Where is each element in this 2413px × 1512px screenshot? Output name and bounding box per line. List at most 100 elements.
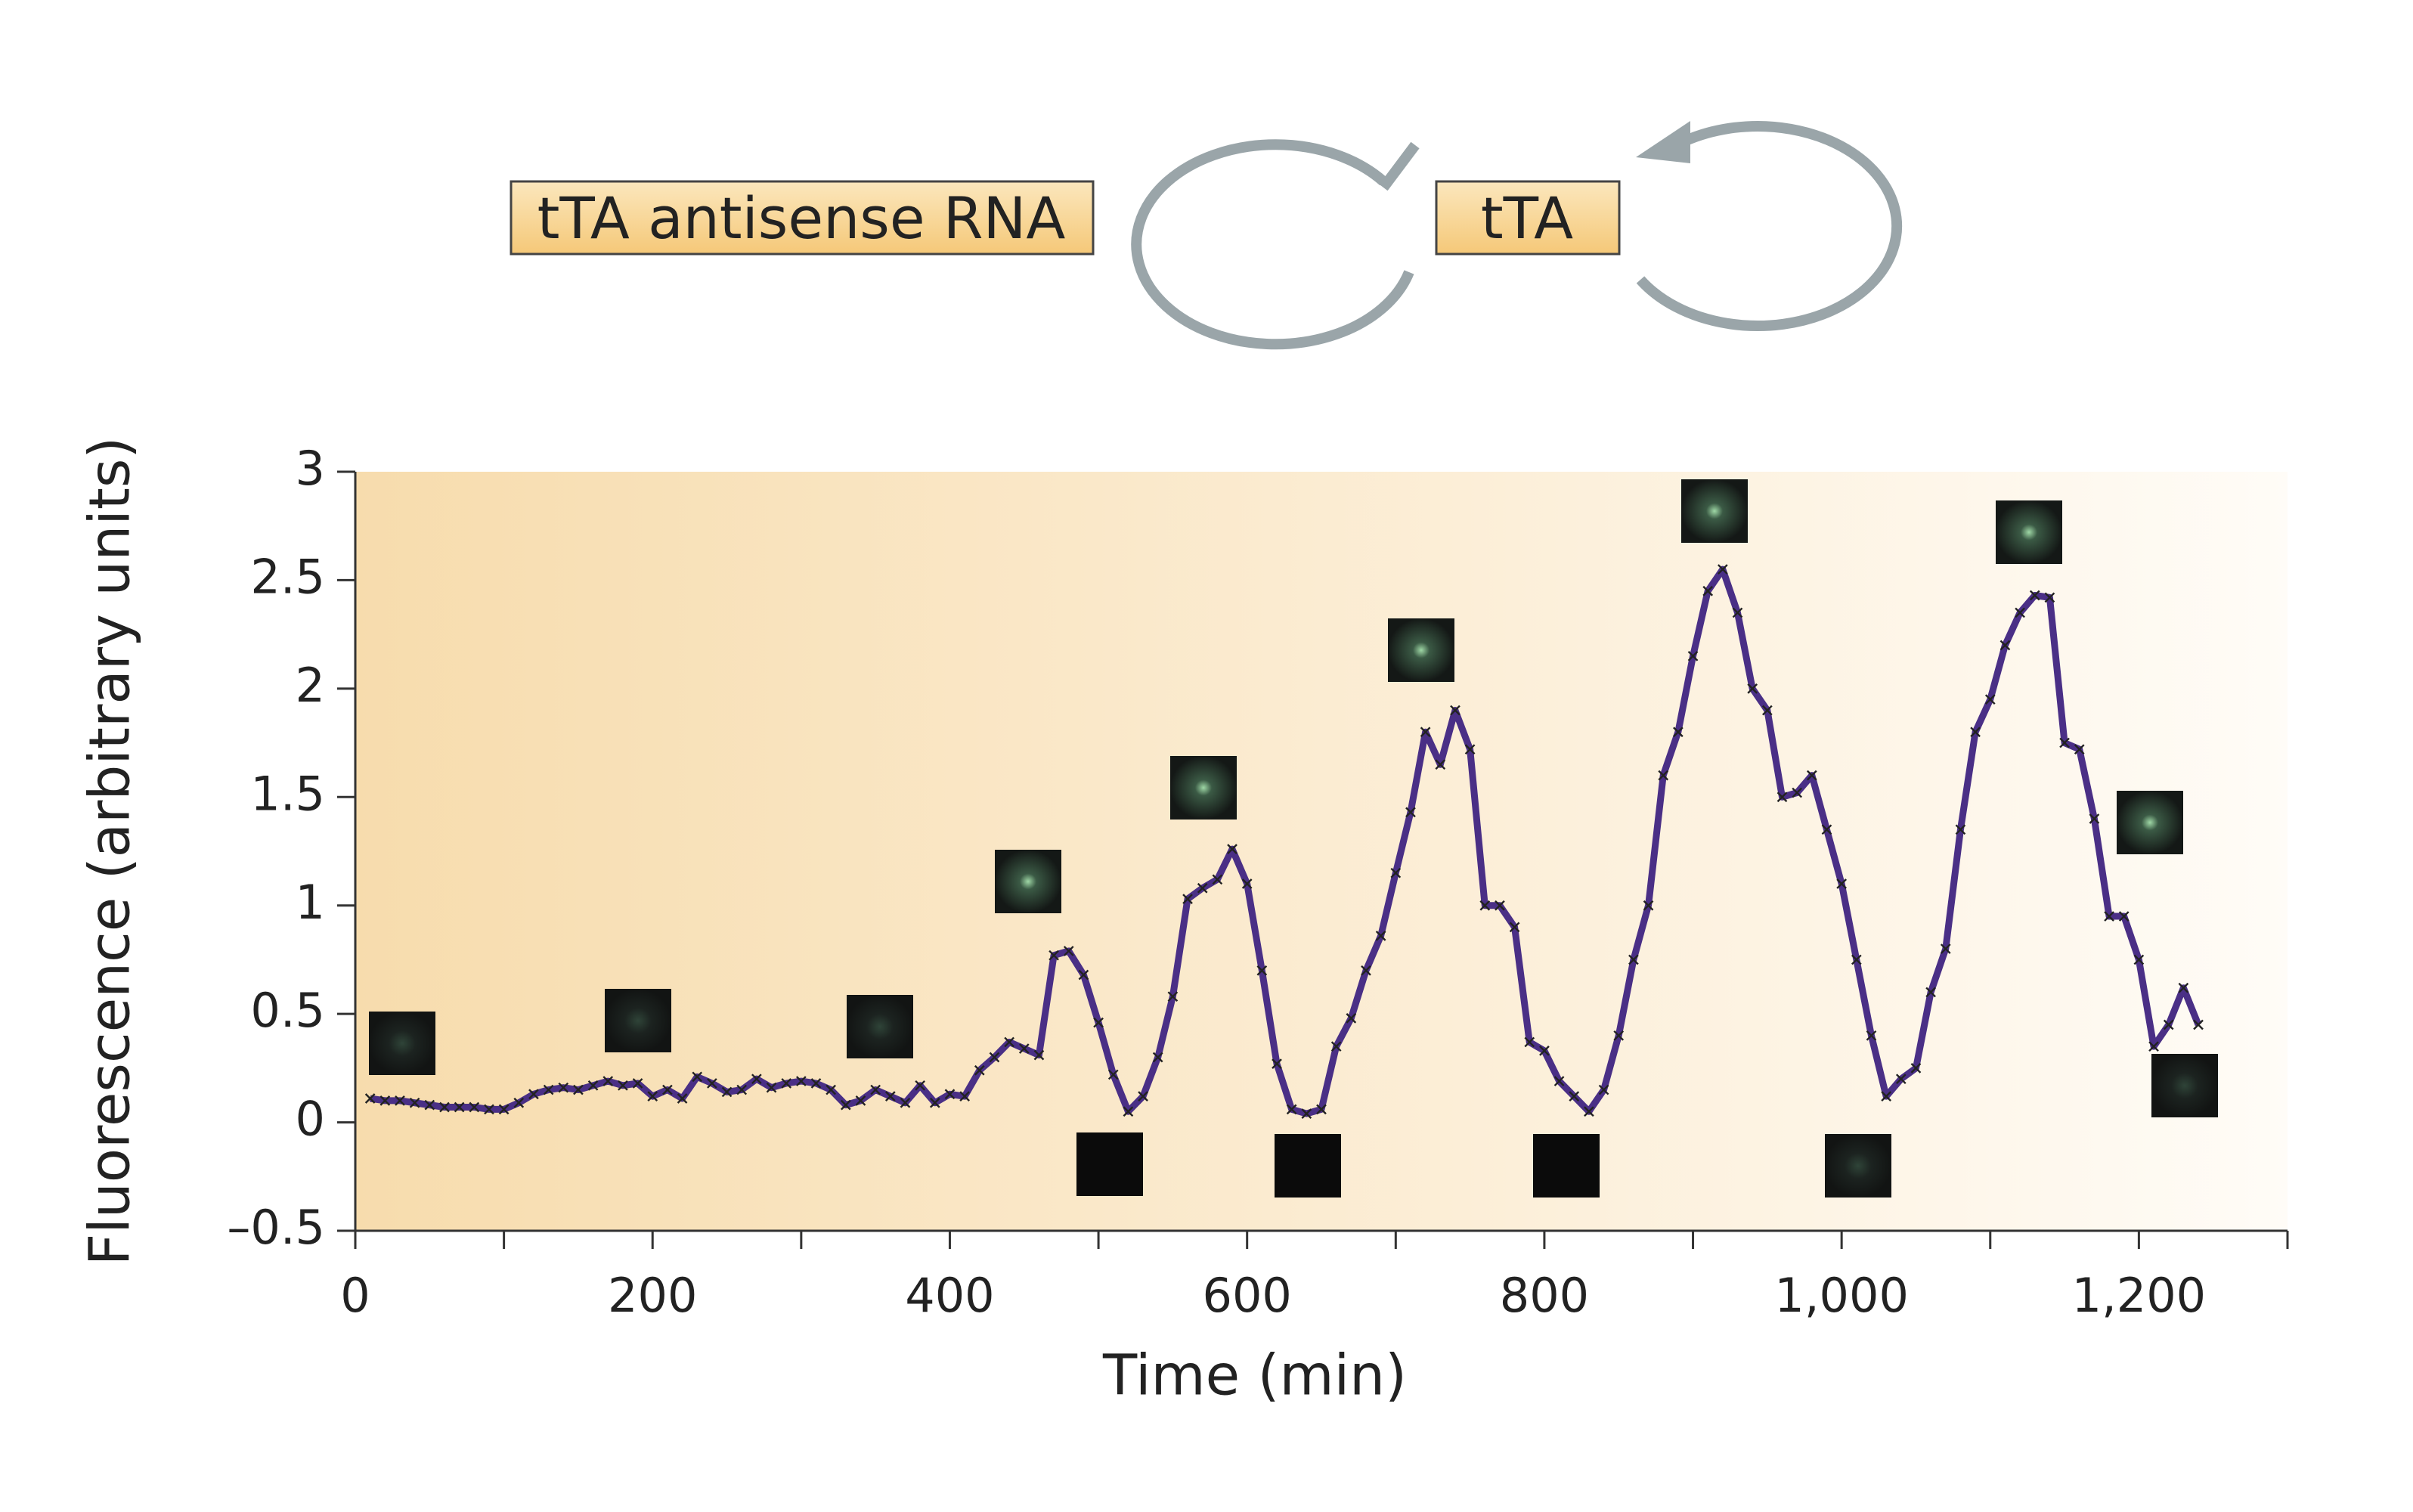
data-point bbox=[2015, 607, 2025, 618]
cell-image bbox=[1681, 479, 1748, 543]
data-point bbox=[840, 1099, 851, 1111]
data-point bbox=[826, 1084, 837, 1095]
data-point bbox=[1718, 564, 1728, 575]
data-point bbox=[929, 1097, 940, 1108]
data-point bbox=[1152, 1052, 1163, 1063]
gene-label: tTA bbox=[1481, 184, 1573, 252]
data-point bbox=[2148, 1041, 2159, 1052]
data-point bbox=[364, 1093, 376, 1104]
data-point bbox=[2133, 954, 2145, 965]
cell-image bbox=[1996, 500, 2062, 564]
data-point bbox=[1970, 727, 1981, 738]
data-point bbox=[439, 1101, 450, 1113]
y-tick-label: 3 bbox=[296, 441, 325, 496]
data-point bbox=[1955, 824, 1966, 835]
y-tick-label: 0 bbox=[296, 1092, 325, 1147]
data-point bbox=[915, 1080, 925, 1091]
plot-area bbox=[355, 472, 2288, 1231]
data-point bbox=[454, 1101, 465, 1113]
data-point bbox=[1330, 1041, 1342, 1052]
data-point bbox=[766, 1082, 777, 1093]
data-point bbox=[751, 1074, 762, 1085]
data-point bbox=[1984, 694, 1996, 705]
data-point bbox=[1821, 824, 1832, 835]
data-point bbox=[647, 1091, 658, 1101]
data-point bbox=[1450, 705, 1460, 716]
data-point bbox=[1851, 954, 1862, 965]
data-point bbox=[573, 1084, 584, 1095]
y-tick-label: 0.5 bbox=[250, 983, 325, 1038]
data-point bbox=[469, 1101, 480, 1113]
data-point bbox=[632, 1078, 643, 1089]
x-tick-label: 0 bbox=[340, 1268, 370, 1323]
data-point bbox=[1702, 585, 1714, 596]
data-point bbox=[1272, 1058, 1282, 1069]
data-point bbox=[1316, 1104, 1327, 1115]
data-point bbox=[1018, 1043, 1030, 1054]
data-point bbox=[1524, 1036, 1535, 1048]
data-point bbox=[1049, 950, 1059, 961]
data-point bbox=[1747, 683, 1758, 694]
data-point bbox=[1256, 965, 1268, 976]
data-point bbox=[2104, 911, 2114, 922]
data-point bbox=[884, 1091, 896, 1101]
data-point bbox=[662, 1084, 673, 1095]
data-point bbox=[1301, 1108, 1312, 1119]
data-point bbox=[795, 1076, 807, 1086]
data-point bbox=[602, 1076, 614, 1086]
data-point bbox=[1776, 792, 1788, 803]
x-tick-label: 400 bbox=[905, 1268, 994, 1323]
data-point bbox=[424, 1099, 435, 1111]
cell-image bbox=[995, 850, 1061, 913]
data-point bbox=[721, 1086, 733, 1098]
cell-image bbox=[1076, 1132, 1143, 1196]
repression-arc bbox=[1131, 139, 1414, 350]
data-point bbox=[528, 1089, 539, 1100]
data-point bbox=[1212, 874, 1223, 885]
data-point bbox=[1093, 1017, 1104, 1028]
data-point bbox=[1346, 1013, 1357, 1024]
data-point bbox=[1999, 640, 2011, 651]
cell-image bbox=[847, 995, 913, 1058]
y-tick-label: 2.5 bbox=[250, 550, 325, 605]
data-point bbox=[2074, 744, 2085, 755]
data-point bbox=[1553, 1076, 1565, 1086]
data-point bbox=[1910, 1063, 1922, 1074]
activation-arc bbox=[1636, 120, 1903, 331]
data-point bbox=[1628, 954, 1639, 965]
x-tick-label: 1,000 bbox=[1774, 1268, 1909, 1323]
data-point bbox=[1286, 1104, 1297, 1115]
data-point bbox=[2178, 982, 2189, 993]
data-point bbox=[677, 1093, 688, 1104]
data-point bbox=[900, 1097, 911, 1108]
data-point bbox=[1435, 759, 1446, 770]
data-point bbox=[959, 1091, 970, 1101]
y-tick-label: 1 bbox=[296, 875, 325, 930]
cell-image bbox=[605, 989, 671, 1052]
cell-image bbox=[1533, 1134, 1600, 1198]
x-tick-label: 800 bbox=[1500, 1268, 1589, 1323]
data-point bbox=[1643, 900, 1654, 911]
data-point bbox=[2044, 592, 2055, 603]
data-point bbox=[587, 1080, 599, 1091]
data-point bbox=[810, 1078, 822, 1089]
data-point bbox=[1167, 991, 1179, 1002]
data-point bbox=[618, 1080, 628, 1091]
data-point bbox=[2059, 737, 2070, 748]
data-point bbox=[1836, 878, 1848, 889]
data-point bbox=[974, 1064, 985, 1076]
gene-label: tTA antisense RNA bbox=[537, 184, 1066, 252]
data-point bbox=[1895, 1074, 1907, 1085]
data-line bbox=[370, 565, 2202, 1117]
data-point bbox=[1138, 1091, 1148, 1101]
data-point bbox=[1761, 705, 1773, 716]
data-point bbox=[558, 1082, 569, 1093]
data-point bbox=[1940, 943, 1951, 954]
y-axis-label: Fluorescence (arbitrary units) bbox=[78, 437, 143, 1266]
data-point bbox=[2163, 1019, 2174, 1030]
cell-image bbox=[1825, 1134, 1891, 1198]
data-point bbox=[1598, 1084, 1609, 1095]
data-point bbox=[1732, 607, 1743, 618]
data-point bbox=[944, 1089, 956, 1100]
